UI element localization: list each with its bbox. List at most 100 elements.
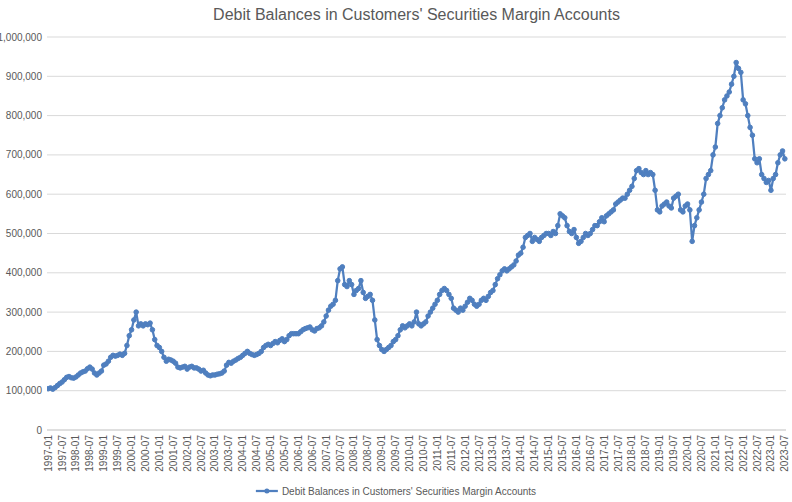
data-point (657, 210, 662, 215)
data-point (715, 121, 720, 126)
data-point (743, 102, 748, 107)
x-tick-label: 2008-01 (348, 435, 359, 472)
data-point (745, 113, 750, 118)
x-tick-label: 2004-07 (251, 435, 262, 472)
data-point (340, 265, 345, 270)
x-tick-label: 2018-07 (640, 435, 651, 472)
x-tick-label: 2018-01 (626, 435, 637, 472)
plot-area (47, 60, 787, 391)
x-tick-label: 1999-01 (98, 435, 109, 472)
x-tick-label: 2021-07 (724, 435, 735, 472)
data-point (729, 82, 734, 87)
x-tick-label: 2023-07 (779, 435, 790, 472)
data-point (734, 60, 739, 65)
series-line (48, 63, 785, 390)
data-point (602, 219, 607, 224)
data-point (493, 282, 498, 287)
data-point (125, 343, 130, 348)
x-tick-label: 2016-01 (571, 435, 582, 472)
data-point (150, 327, 155, 332)
grid-line (47, 76, 786, 77)
y-tick-label: 0 (36, 425, 42, 436)
x-tick-label: 2013-07 (501, 435, 512, 472)
data-point (159, 349, 164, 354)
data-point (370, 298, 375, 303)
data-point (699, 200, 704, 205)
data-point (653, 188, 658, 193)
data-point (708, 168, 713, 173)
x-tick-label: 2020-07 (696, 435, 707, 472)
data-point (361, 290, 366, 295)
y-tick-label: 600,000 (6, 189, 43, 200)
legend-item: Debit Balances in Customers' Securities … (256, 486, 536, 497)
x-tick-label: 2001-01 (154, 435, 165, 472)
data-point (134, 310, 139, 315)
data-point (335, 278, 340, 283)
data-point (711, 153, 716, 158)
data-point (491, 288, 496, 293)
data-point (412, 320, 417, 325)
y-tick-label: 800,000 (6, 110, 43, 121)
x-tick-label: 2009-07 (390, 435, 401, 472)
legend-marker (264, 489, 269, 494)
y-tick-label: 100,000 (6, 385, 43, 396)
grid-line (47, 351, 786, 352)
x-tick-label: 1998-01 (70, 435, 81, 472)
x-tick-label: 2010-07 (418, 435, 429, 472)
x-tick-label: 2019-07 (668, 435, 679, 472)
data-point (122, 351, 127, 356)
x-tick-label: 2009-01 (376, 435, 387, 472)
x-tick-label: 2017-07 (613, 435, 624, 472)
data-point (322, 320, 327, 325)
data-point (414, 310, 419, 315)
x-tick-label: 2020-01 (682, 435, 693, 472)
grid-line (47, 37, 786, 38)
title: Debit Balances in Customers' Securities … (213, 6, 620, 23)
grid-line (47, 272, 786, 273)
x-tick-label: 2022-07 (752, 435, 763, 472)
grid-line (47, 430, 786, 431)
y-tick-label: 200,000 (6, 346, 43, 357)
data-point (449, 296, 454, 301)
x-tick-label: 2010-01 (404, 435, 415, 472)
data-point (345, 284, 350, 289)
x-tick-label: 2008-07 (362, 435, 373, 472)
data-point (695, 215, 700, 220)
y-tick-label: 300,000 (6, 307, 43, 318)
data-point (757, 157, 762, 162)
data-point (518, 251, 523, 256)
x-tick-label: 2011-01 (432, 435, 443, 471)
data-point (611, 208, 616, 213)
data-point (780, 149, 785, 154)
x-tick-label: 2007-01 (321, 435, 332, 472)
x-tick-label: 2017-01 (599, 435, 610, 472)
data-point (669, 206, 674, 211)
x-tick-label: 2003-07 (223, 435, 234, 472)
x-tick-label: 2002-01 (182, 435, 193, 472)
data-point (99, 369, 104, 374)
x-tick-label: 2014-07 (529, 435, 540, 472)
x-tick-label: 2022-01 (738, 435, 749, 472)
data-point (435, 298, 440, 303)
x-tick-label: 2013-01 (487, 435, 498, 472)
x-tick-label: 2011-07 (446, 435, 457, 471)
data-point (783, 157, 788, 162)
data-point (324, 314, 329, 319)
data-point (396, 333, 401, 338)
data-point (692, 223, 697, 228)
y-tick-label: 900,000 (6, 71, 43, 82)
data-point (676, 192, 681, 197)
data-point (349, 282, 354, 287)
data-point (514, 259, 519, 264)
x-tick-label: 2004-01 (237, 435, 248, 472)
data-point (632, 176, 637, 181)
data-point (688, 208, 693, 213)
legend-label: Debit Balances in Customers' Securities … (282, 486, 536, 497)
data-point (773, 172, 778, 177)
data-point (333, 298, 338, 303)
data-point (368, 292, 373, 297)
x-tick-label: 1997-01 (43, 435, 54, 472)
data-point (690, 239, 695, 244)
data-point (132, 318, 137, 323)
x-tick-label: 2023-01 (765, 435, 776, 472)
